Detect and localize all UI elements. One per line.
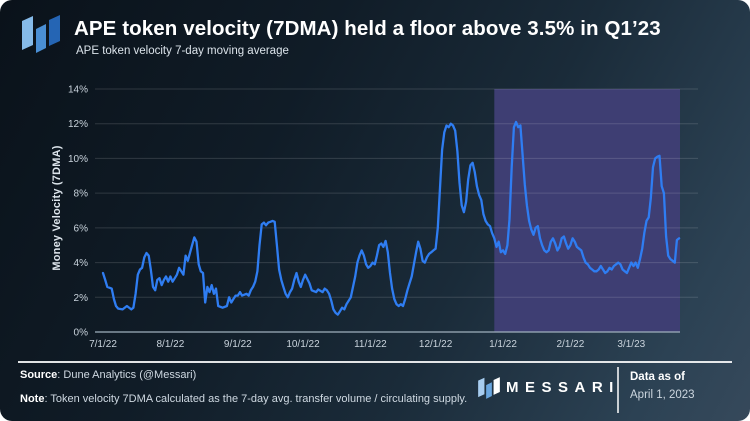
velocity-line-chart: 0% 2% 4% 6% 8% 10% 12% 14% 7/1/22 8/1/22 9/1/22 10/… [68, 85, 698, 350]
note-text: Note: Token velocity 7DMA calculated as … [20, 393, 467, 405]
note-label: Note [20, 393, 45, 405]
x-tick-label: 3/1/23 [617, 339, 645, 350]
y-tick-label: 14% [68, 85, 88, 96]
chart-subtitle: APE token velocity 7-day moving average [76, 45, 289, 57]
x-tick-label: 10/1/22 [286, 339, 320, 350]
velocity-line [101, 120, 681, 316]
messari-logo-bar-middle [36, 24, 46, 53]
footer-vertical-divider [617, 367, 619, 413]
messari-logo-bar-right [49, 15, 60, 46]
x-tick-label: 11/1/22 [354, 339, 387, 350]
y-tick-label: 2% [74, 293, 89, 304]
messari-logo-bar-left [22, 16, 33, 50]
note-value: : Token velocity 7DMA calculated as the … [44, 393, 468, 405]
x-tick-label: 12/1/22 [419, 339, 453, 350]
source-label: Source [20, 369, 58, 381]
y-tick-label: 12% [68, 119, 88, 130]
y-tick-label: 8% [74, 189, 89, 200]
x-tick-label: 7/1/22 [89, 339, 117, 350]
data-as-of-date: April 1, 2023 [630, 389, 695, 401]
highlight-region-q1-23 [494, 89, 680, 332]
messari-footer-logo-icon [478, 377, 500, 399]
y-tick-label: 10% [68, 154, 88, 165]
x-tick-label: 2/1/22 [556, 339, 584, 350]
y-tick-label: 6% [74, 223, 89, 234]
x-tick-label: 9/1/22 [224, 339, 252, 350]
data-as-of-label: Data as of [630, 371, 685, 383]
y-tick-label: 0% [74, 328, 89, 339]
source-value: : Dune Analytics (@Messari) [57, 369, 197, 381]
x-tick-label: 8/1/22 [156, 339, 184, 350]
messari-logo-icon [22, 15, 60, 53]
messari-wordmark: MESSARI [506, 379, 620, 396]
source-text: Source: Dune Analytics (@Messari) [20, 369, 196, 381]
page-title: APE token velocity (7DMA) held a floor a… [74, 17, 661, 40]
footer-divider-line [18, 361, 732, 363]
x-tick-label: 1/1/22 [489, 339, 517, 350]
y-tick-label: 4% [74, 258, 89, 269]
